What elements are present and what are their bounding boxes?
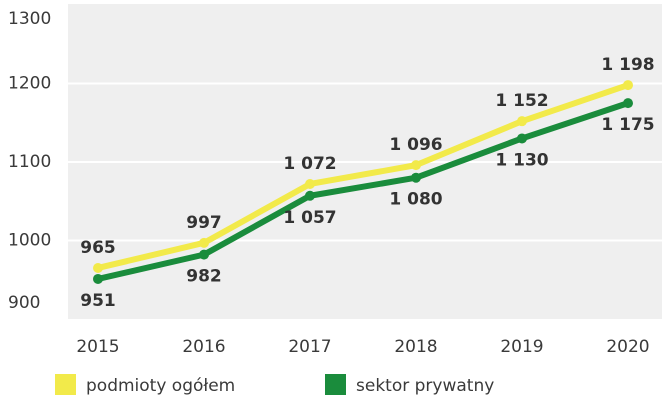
value-label: 1 175 <box>601 115 654 135</box>
point <box>623 80 633 91</box>
x-tick-label: 2019 <box>500 337 543 357</box>
series-line <box>97 82 629 271</box>
y-tick-label: 1000 <box>8 231 51 251</box>
value-label: 1 080 <box>389 190 442 210</box>
legend-swatch <box>55 374 76 395</box>
point <box>199 237 209 248</box>
value-label: 1 096 <box>389 135 442 155</box>
y-tick-label: 1300 <box>8 9 51 29</box>
legend-swatch <box>325 374 346 395</box>
point <box>305 190 315 201</box>
point <box>517 116 527 127</box>
point <box>517 133 527 144</box>
point <box>411 160 421 171</box>
legend-label: sektor prywatny <box>356 376 494 396</box>
value-label: 997 <box>186 213 222 233</box>
point <box>411 172 421 183</box>
y-tick-label: 1100 <box>8 152 51 172</box>
series-line <box>97 100 629 282</box>
point <box>305 178 315 189</box>
value-label: 1 072 <box>283 154 336 174</box>
point <box>93 273 103 284</box>
point <box>93 262 103 273</box>
point <box>199 249 209 260</box>
point <box>623 98 633 109</box>
value-label: 951 <box>80 291 116 311</box>
x-tick-label: 2018 <box>394 337 437 357</box>
legend-label: podmioty ogółem <box>86 376 235 396</box>
value-label: 982 <box>186 267 222 287</box>
y-tick-label: 1200 <box>8 74 51 94</box>
value-label: 965 <box>80 238 116 258</box>
value-label: 1 130 <box>495 150 548 170</box>
value-label: 1 198 <box>601 55 654 75</box>
value-label: 1 057 <box>283 208 336 228</box>
x-tick-label: 2020 <box>606 337 649 357</box>
y-tick-label: 900 <box>8 293 40 313</box>
value-label: 1 152 <box>495 91 548 111</box>
x-tick-label: 2016 <box>182 337 225 357</box>
x-tick-label: 2017 <box>288 337 331 357</box>
x-tick-label: 2015 <box>76 337 119 357</box>
